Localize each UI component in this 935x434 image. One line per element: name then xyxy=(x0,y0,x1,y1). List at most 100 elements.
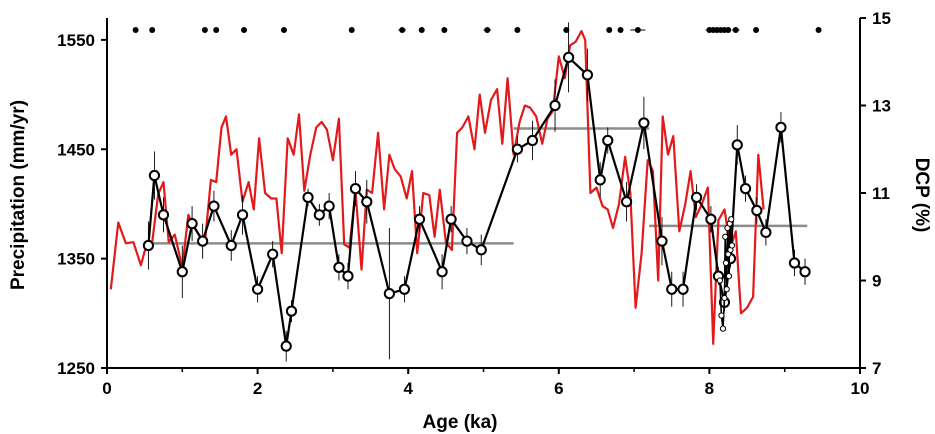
y2-tick-label: 13 xyxy=(872,97,891,116)
top-dot xyxy=(484,27,491,33)
black-series-point xyxy=(705,213,717,225)
black-series-point xyxy=(252,283,264,295)
top-dot xyxy=(753,27,760,33)
red-series-line xyxy=(109,30,765,345)
top-dot xyxy=(606,27,613,33)
y2-axis-title: DCP (%) xyxy=(911,158,932,233)
cluster-point xyxy=(723,286,730,293)
x-tick-label: 0 xyxy=(102,379,111,398)
black-series-point xyxy=(342,270,354,282)
black-series-point xyxy=(398,283,411,295)
top-dot xyxy=(280,27,287,33)
top-dot xyxy=(201,27,208,33)
black-series-point xyxy=(383,288,395,300)
black-series-point xyxy=(445,213,457,225)
black-series-point xyxy=(302,191,314,203)
cluster-point xyxy=(725,273,733,280)
black-series-point xyxy=(562,51,575,63)
black-series-point xyxy=(361,196,373,208)
y-axis-title: Precipitation (mm/yr) xyxy=(8,100,29,290)
y-tick-label: 1550 xyxy=(57,31,95,50)
top-dot xyxy=(634,27,641,33)
black-series-point xyxy=(690,191,703,203)
y2-tick-label: 15 xyxy=(872,9,891,28)
black-series-point xyxy=(186,218,198,230)
black-series-point xyxy=(602,134,614,147)
cluster-point xyxy=(721,294,728,302)
black-series-point xyxy=(731,139,743,151)
cluster-point xyxy=(728,242,736,249)
black-series-point xyxy=(581,69,594,81)
black-series-point xyxy=(142,239,155,252)
black-series-point xyxy=(620,196,633,208)
black-series-point xyxy=(197,235,209,247)
black-series-point xyxy=(349,183,362,195)
black-series-point xyxy=(760,226,772,238)
black-series xyxy=(142,22,811,362)
cluster-point xyxy=(722,259,730,267)
cluster-point xyxy=(718,312,725,319)
black-series-point xyxy=(208,200,220,212)
black-series-point xyxy=(176,266,188,278)
x-axis-title: Age (ka) xyxy=(423,412,498,433)
black-series-point xyxy=(511,143,523,155)
top-dot xyxy=(725,27,732,33)
top-dot xyxy=(418,27,425,33)
black-series-point xyxy=(638,117,650,129)
black-series-point xyxy=(594,174,606,186)
top-dot xyxy=(732,27,739,33)
black-series-point xyxy=(461,235,473,247)
top-dot xyxy=(815,27,822,33)
black-series-point xyxy=(739,183,752,195)
black-series-point xyxy=(225,239,237,252)
black-series-point xyxy=(775,121,787,133)
black-series-point xyxy=(236,209,249,221)
black-series-point xyxy=(413,213,426,225)
black-series-point xyxy=(751,204,763,217)
black-series-point xyxy=(656,235,668,247)
top-dot xyxy=(399,27,406,33)
x-tick-label: 6 xyxy=(554,379,563,398)
tick-labels: 0 2 4 6 8 10 1250 1350 1450 1550 7 9 11 13 15 xyxy=(57,9,891,398)
black-series-line xyxy=(147,56,806,348)
axes xyxy=(101,17,866,374)
black-series-point xyxy=(475,244,487,256)
black-series-point xyxy=(799,266,811,278)
black-series-point xyxy=(148,169,161,182)
top-dot xyxy=(241,27,248,33)
cluster-series xyxy=(716,216,736,332)
black-series-point xyxy=(323,200,335,212)
top-dot xyxy=(213,27,220,33)
black-series-point xyxy=(157,209,170,221)
top-dot xyxy=(348,27,355,33)
black-series-point xyxy=(526,134,539,147)
cluster-point xyxy=(719,325,727,332)
x-tick-label: 10 xyxy=(851,379,870,398)
red-series xyxy=(109,30,765,345)
cluster-point xyxy=(722,233,729,240)
cluster-point xyxy=(728,216,735,223)
y2-tick-label: 9 xyxy=(872,272,881,291)
black-series-point xyxy=(666,283,678,295)
top-dot xyxy=(132,27,139,33)
y2-tick-label: 11 xyxy=(872,184,890,203)
top-dot xyxy=(441,27,448,33)
black-series-point xyxy=(267,248,279,260)
black-series-point xyxy=(280,340,292,352)
black-series-point xyxy=(285,305,298,317)
x-tick-label: 8 xyxy=(705,379,714,398)
black-series-point xyxy=(436,266,448,278)
y-tick-label: 1450 xyxy=(57,140,95,159)
y-tick-label: 1250 xyxy=(57,359,95,378)
y2-tick-label: 7 xyxy=(872,359,881,378)
black-series-point xyxy=(313,209,325,221)
y-tick-label: 1350 xyxy=(57,250,95,269)
x-tick-label: 2 xyxy=(253,379,262,398)
black-series-point xyxy=(677,283,689,295)
cluster-point xyxy=(716,277,724,284)
x-tick-label: 4 xyxy=(403,379,413,398)
black-series-point xyxy=(333,261,345,273)
top-dot xyxy=(514,27,521,33)
top-dot xyxy=(563,27,570,33)
